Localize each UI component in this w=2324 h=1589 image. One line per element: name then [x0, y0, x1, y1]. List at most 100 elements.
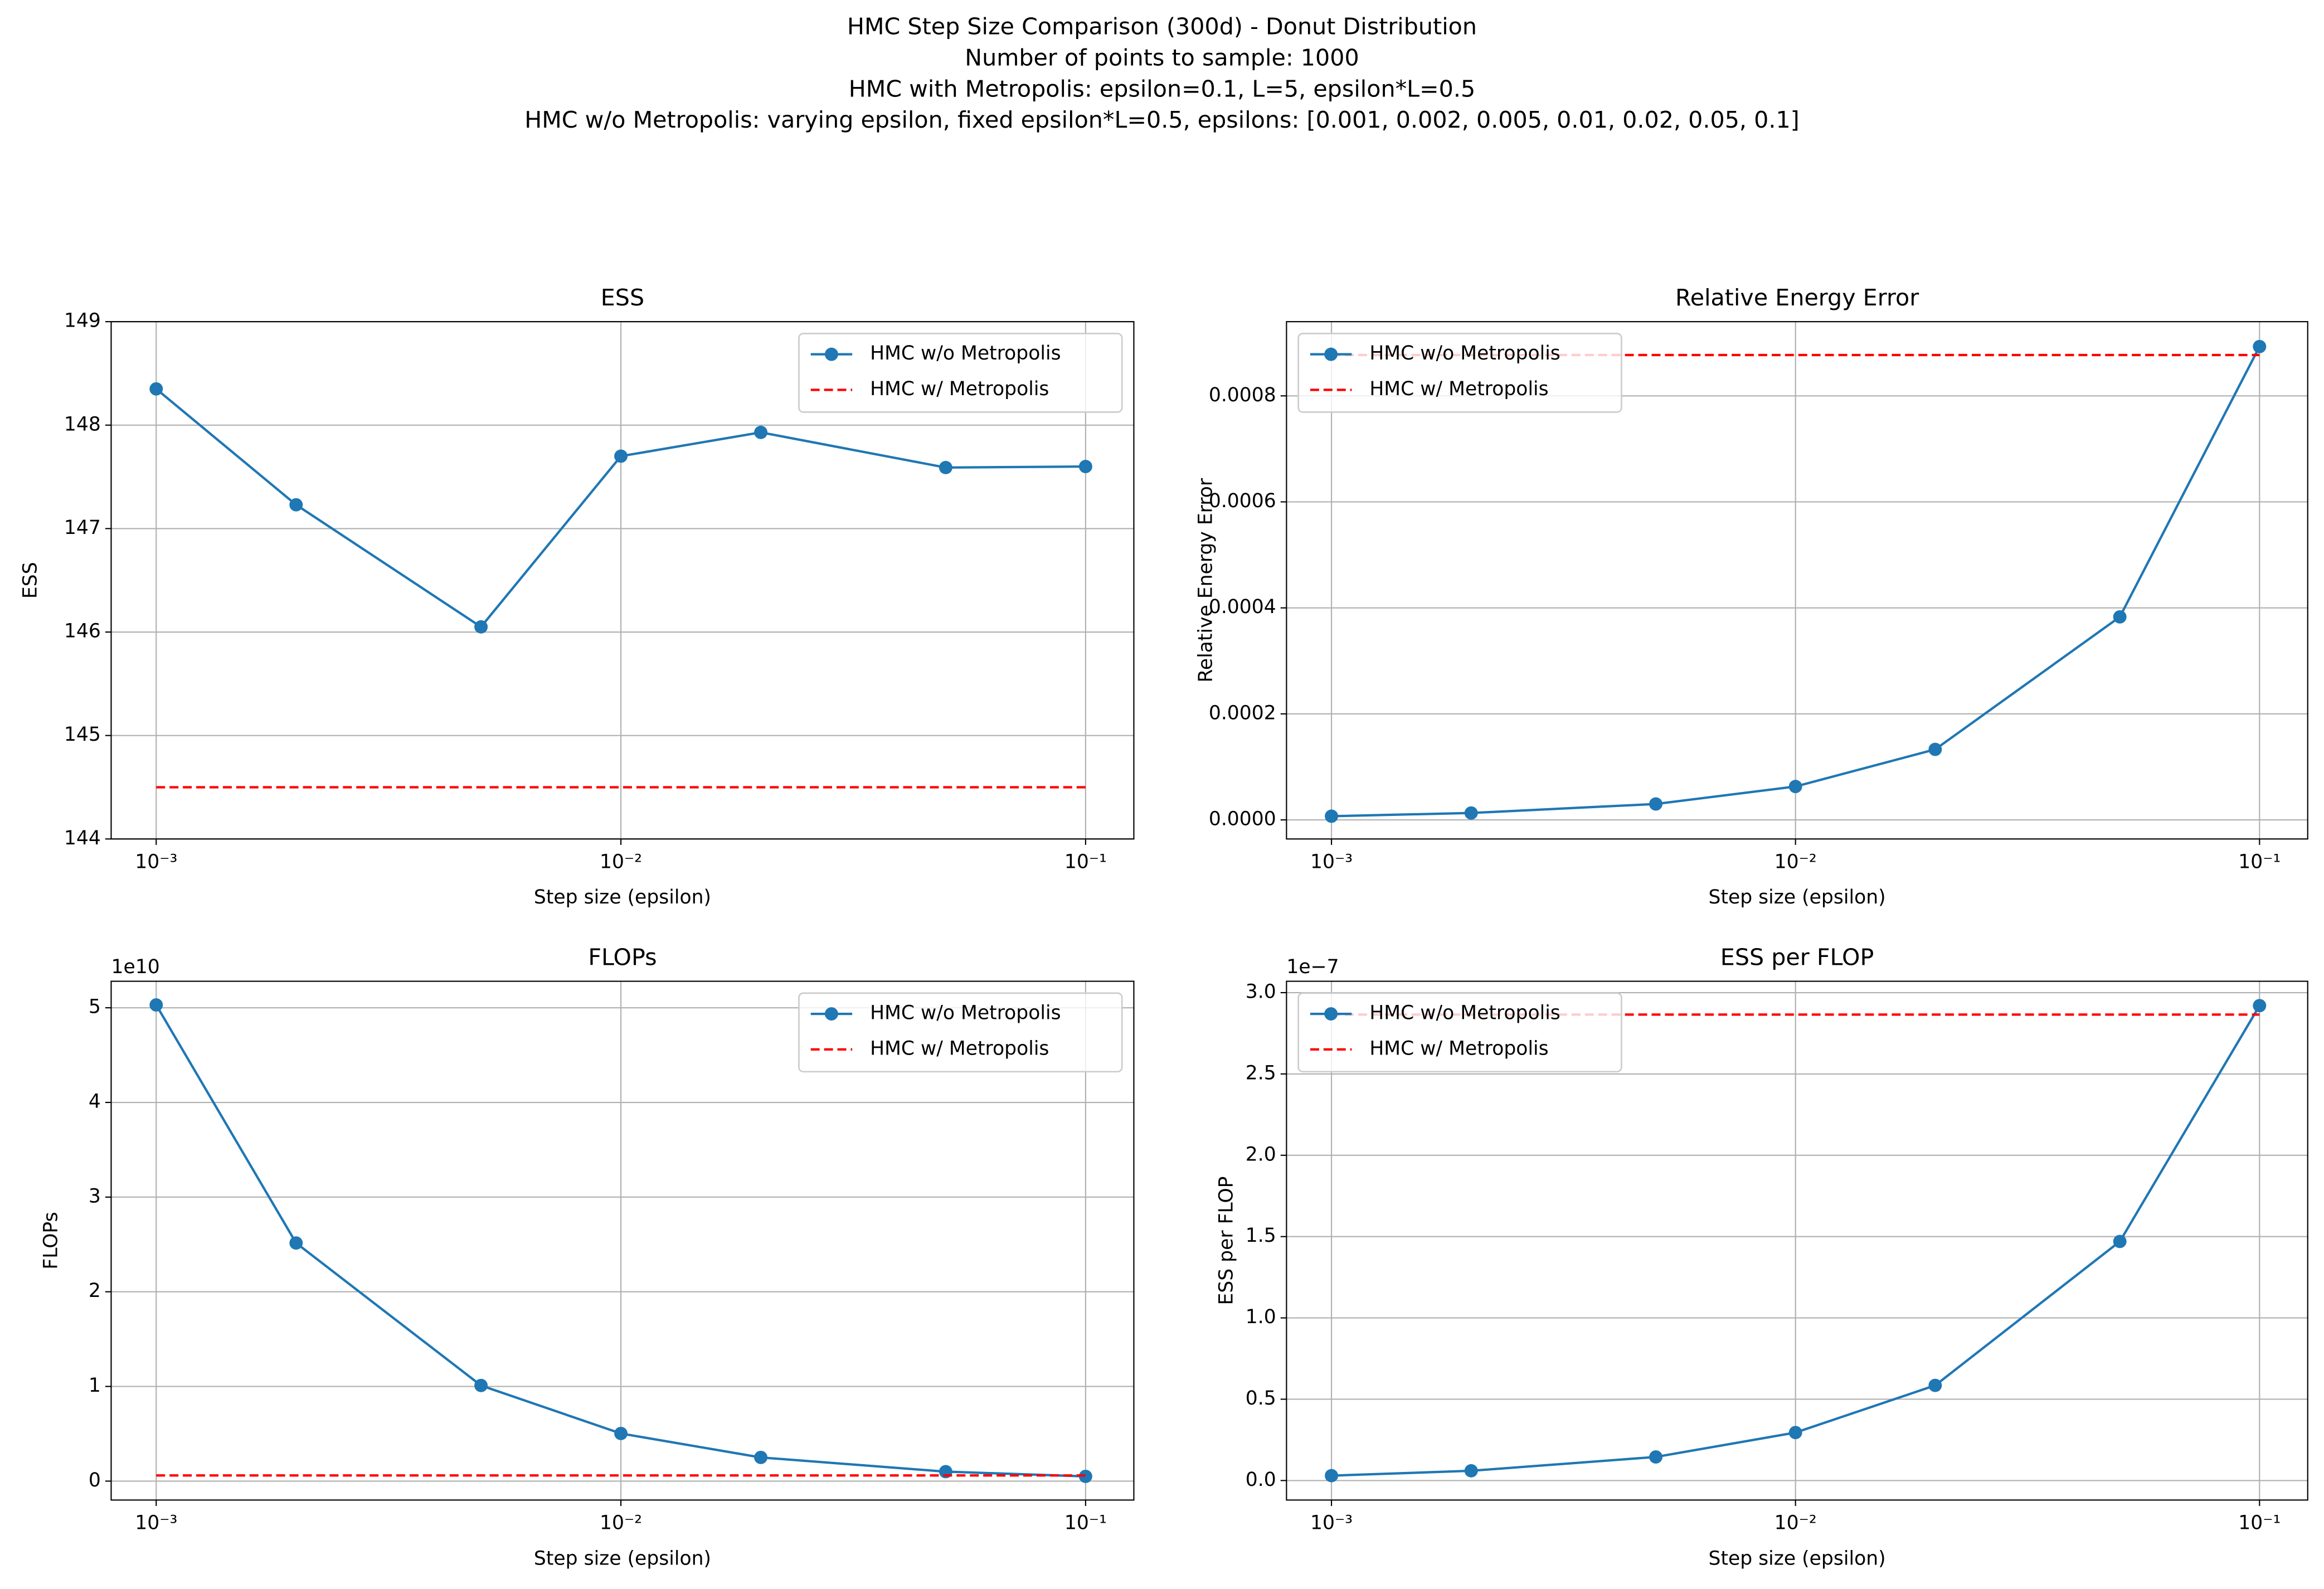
- legend-label: HMC w/ Metropolis: [1369, 378, 1548, 400]
- suptitle: Number of points to sample: 1000: [965, 44, 1359, 71]
- y-tick-label: 0.0004: [1209, 596, 1276, 618]
- legend-label: HMC w/ Metropolis: [870, 1037, 1049, 1060]
- y-tick-label: 2: [89, 1280, 101, 1302]
- point: [939, 460, 952, 474]
- x-axis-label: Step size (epsilon): [534, 886, 711, 908]
- y-tick-label: 0: [89, 1469, 101, 1491]
- point: [1928, 742, 1942, 756]
- point: [2113, 1235, 2127, 1248]
- subplot-title: Relative Energy Error: [1675, 284, 1919, 311]
- x-tick-label: 10⁻²: [600, 1512, 642, 1534]
- point: [289, 1236, 303, 1250]
- legend-label: HMC w/o Metropolis: [870, 342, 1061, 365]
- y-tick-label: 1.5: [1246, 1224, 1276, 1247]
- y-tick-label: 5: [89, 996, 101, 1018]
- point: [1078, 460, 1092, 473]
- y-axis-label: ESS per FLOP: [1216, 1176, 1238, 1305]
- x-tick-label: 10⁻³: [135, 851, 177, 873]
- x-tick-label: 10⁻²: [1774, 1512, 1817, 1534]
- y-tick-label: 148: [64, 413, 101, 435]
- point: [149, 998, 163, 1012]
- offset-label: 1e−7: [1286, 956, 1339, 978]
- y-axis-label: FLOPs: [40, 1212, 62, 1269]
- y-tick-label: 1: [89, 1374, 101, 1397]
- subplot-title: ESS per FLOP: [1720, 944, 1874, 971]
- plot-frame: [110, 321, 1135, 840]
- legend-label: HMC w/o Metropolis: [1369, 342, 1560, 365]
- point: [474, 1378, 488, 1392]
- suptitle: HMC w/o Metropolis: varying epsilon, fix…: [524, 106, 1800, 133]
- y-tick-label: 149: [64, 310, 101, 332]
- point: [1464, 806, 1478, 820]
- y-tick-label: 0.0000: [1209, 808, 1276, 830]
- x-tick-label: 10⁻¹: [1064, 1512, 1107, 1534]
- legend-box: [798, 992, 1123, 1073]
- plot-frame: [110, 980, 1135, 1501]
- y-axis-label: ESS: [19, 562, 41, 599]
- point: [754, 425, 768, 439]
- legend-marker: [824, 347, 838, 361]
- legend-marker: [1324, 1007, 1338, 1021]
- y-tick-label: 2.5: [1246, 1062, 1276, 1084]
- point: [149, 382, 163, 396]
- point: [1649, 797, 1663, 811]
- point: [1788, 780, 1802, 794]
- legend-label: HMC w/ Metropolis: [1369, 1037, 1548, 1060]
- y-tick-label: 144: [64, 827, 101, 849]
- point: [1078, 1469, 1092, 1483]
- legend-marker: [824, 1007, 838, 1021]
- x-tick-label: 10⁻³: [1310, 851, 1353, 873]
- y-tick-label: 4: [89, 1091, 101, 1113]
- x-axis-label: Step size (epsilon): [1709, 1547, 1886, 1569]
- legend-box: [798, 333, 1123, 413]
- legend-label: HMC w/o Metropolis: [870, 1002, 1061, 1024]
- x-axis-label: Step size (epsilon): [1709, 886, 1886, 908]
- y-tick-label: 0.5: [1246, 1387, 1276, 1410]
- point: [1788, 1426, 1802, 1440]
- point: [2253, 999, 2267, 1013]
- x-axis-label: Step size (epsilon): [534, 1547, 711, 1569]
- x-tick-label: 10⁻¹: [2238, 1512, 2281, 1534]
- x-tick-label: 10⁻³: [135, 1512, 177, 1534]
- point: [1928, 1378, 1942, 1392]
- point: [614, 449, 628, 463]
- y-tick-label: 145: [64, 723, 101, 746]
- point: [2253, 339, 2267, 353]
- offset-label: 1e10: [111, 956, 159, 978]
- y-tick-label: 0.0008: [1209, 384, 1276, 406]
- point: [1464, 1464, 1478, 1478]
- legend-label: HMC w/o Metropolis: [1369, 1002, 1560, 1024]
- y-tick-label: 3.0: [1246, 981, 1276, 1003]
- y-tick-label: 146: [64, 620, 101, 643]
- point: [614, 1427, 628, 1440]
- legend-box: [1297, 333, 1622, 413]
- point: [289, 498, 303, 512]
- x-tick-label: 10⁻¹: [2238, 851, 2281, 873]
- y-axis-label: Relative Energy Error: [1194, 478, 1217, 682]
- x-tick-label: 10⁻¹: [1064, 851, 1107, 873]
- legend-box: [1297, 992, 1622, 1073]
- y-tick-label: 3: [89, 1185, 101, 1207]
- y-tick-label: 1.0: [1246, 1306, 1276, 1328]
- point: [754, 1450, 768, 1464]
- subplot-title: FLOPs: [588, 944, 657, 971]
- x-tick-label: 10⁻²: [600, 851, 642, 873]
- x-tick-label: 10⁻²: [1774, 851, 1817, 873]
- point: [1649, 1450, 1663, 1464]
- legend-marker: [1324, 347, 1338, 361]
- point: [2113, 610, 2127, 624]
- plot-frame: [1286, 980, 2308, 1501]
- plot-frame: [1286, 321, 2308, 840]
- y-tick-label: 0.0: [1246, 1469, 1276, 1491]
- y-tick-label: 2.0: [1246, 1143, 1276, 1165]
- legend-label: HMC w/ Metropolis: [870, 378, 1049, 400]
- suptitle: HMC Step Size Comparison (300d) - Donut …: [847, 13, 1477, 40]
- suptitle: HMC with Metropolis: epsilon=0.1, L=5, e…: [849, 75, 1475, 102]
- point: [1325, 809, 1339, 823]
- point: [1325, 1469, 1339, 1483]
- subplot-title: ESS: [601, 284, 644, 311]
- x-tick-label: 10⁻³: [1310, 1512, 1353, 1534]
- point: [474, 620, 488, 634]
